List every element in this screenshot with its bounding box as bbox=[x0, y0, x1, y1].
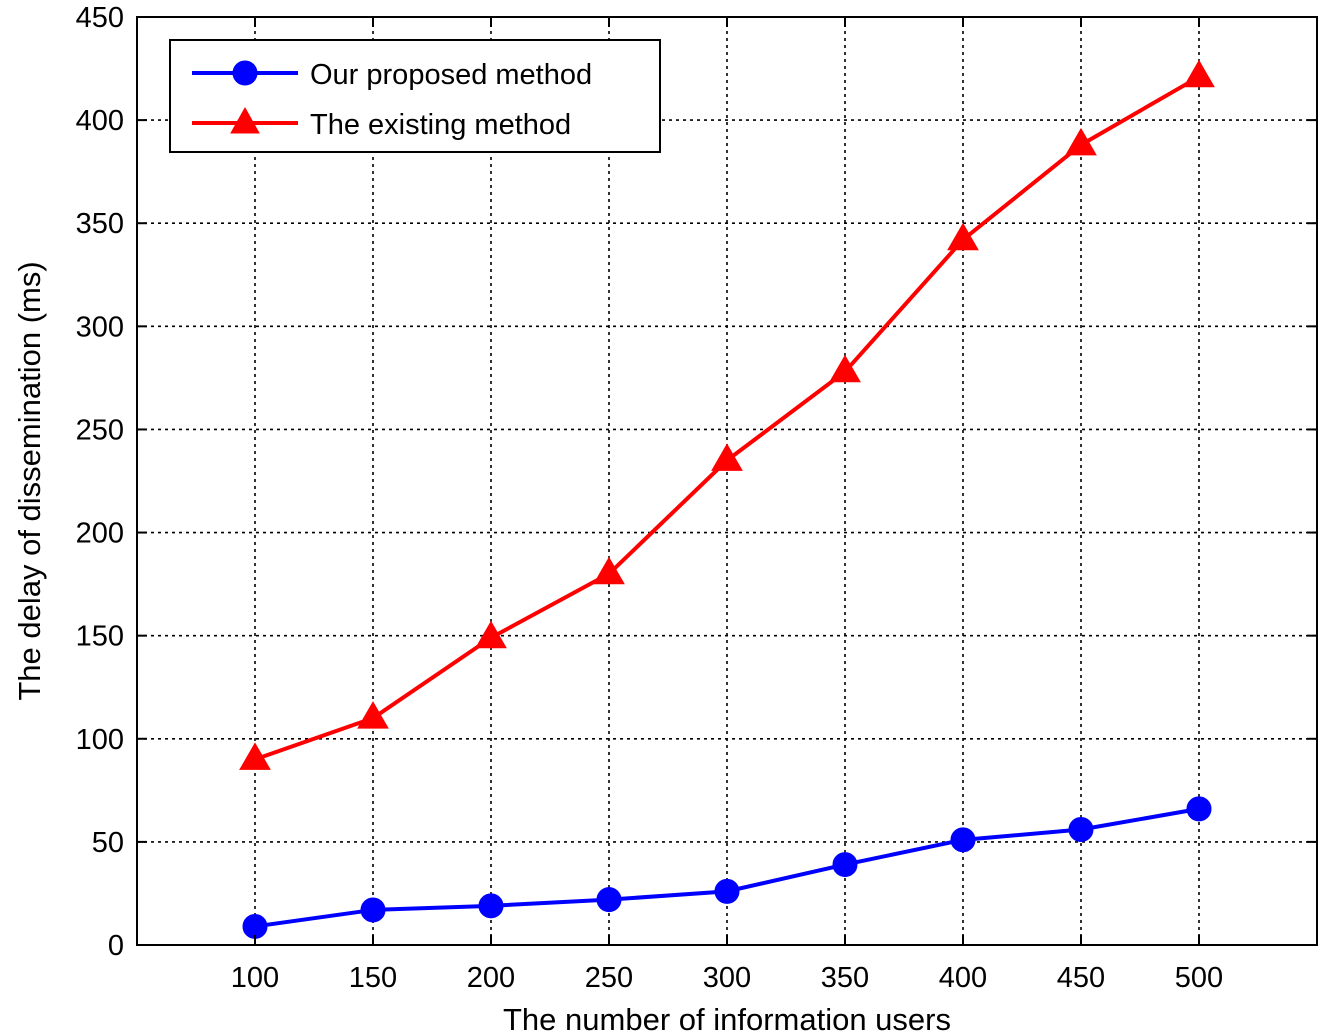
x-axis-label: The number of information users bbox=[503, 1002, 951, 1035]
ticks bbox=[137, 16, 1317, 946]
data-point bbox=[714, 878, 740, 904]
data-point bbox=[239, 742, 271, 770]
data-point bbox=[1183, 59, 1215, 88]
y-tick-label: 50 bbox=[92, 827, 124, 859]
y-tick-label: 150 bbox=[76, 621, 124, 653]
x-tick-label: 300 bbox=[703, 962, 751, 994]
x-tick-label: 100 bbox=[231, 962, 279, 994]
series-2 bbox=[239, 59, 1215, 770]
legend-marker-existing bbox=[230, 106, 260, 134]
y-tick-label: 350 bbox=[76, 208, 124, 240]
data-point bbox=[596, 887, 622, 913]
y-tick-label: 250 bbox=[76, 414, 124, 446]
data-point bbox=[1068, 817, 1094, 843]
y-tick-label: 200 bbox=[76, 518, 124, 550]
series-1 bbox=[242, 796, 1212, 939]
legend-label-existing: The existing method bbox=[310, 109, 571, 141]
x-tick-label: 200 bbox=[467, 962, 515, 994]
data-point bbox=[711, 443, 743, 471]
y-tick-labels: 0 50 100 150 200 250 300 350 400 450 bbox=[76, 2, 124, 962]
data-point bbox=[832, 852, 858, 878]
data-point bbox=[1065, 127, 1097, 156]
x-tick-label: 150 bbox=[349, 962, 397, 994]
x-tick-label: 350 bbox=[821, 962, 869, 994]
x-tick-label: 500 bbox=[1175, 962, 1223, 994]
data-point bbox=[829, 354, 861, 383]
data-point bbox=[357, 701, 389, 729]
x-tick-label: 250 bbox=[585, 962, 633, 994]
data-point bbox=[360, 897, 386, 923]
data-point bbox=[950, 827, 976, 853]
data-point bbox=[593, 556, 625, 585]
data-point bbox=[947, 222, 979, 251]
data-point bbox=[478, 893, 504, 919]
data-point bbox=[1186, 796, 1212, 822]
y-tick-label: 100 bbox=[76, 724, 124, 756]
x-tick-label: 400 bbox=[939, 962, 987, 994]
y-axis-label: The delay of dissemination (ms) bbox=[12, 261, 47, 700]
series-layer bbox=[239, 59, 1215, 939]
y-tick-label: 400 bbox=[76, 105, 124, 137]
legend: Our proposed method The existing method bbox=[169, 39, 661, 153]
legend-label-proposed: Our proposed method bbox=[310, 59, 592, 91]
data-point bbox=[242, 913, 268, 939]
y-tick-label: 450 bbox=[76, 2, 124, 34]
legend-marker-proposed bbox=[232, 60, 258, 86]
y-tick-label: 0 bbox=[108, 930, 124, 962]
data-point bbox=[475, 620, 507, 649]
x-tick-labels: 100 150 200 250 300 350 400 450 500 bbox=[231, 962, 1223, 994]
x-tick-label: 450 bbox=[1057, 962, 1105, 994]
y-tick-label: 300 bbox=[76, 311, 124, 343]
